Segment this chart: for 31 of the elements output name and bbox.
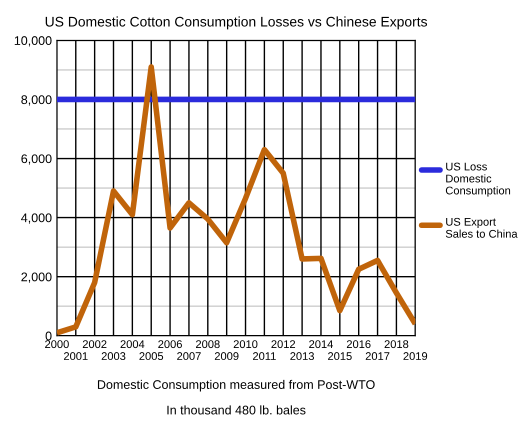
x-tick-label: 2006 xyxy=(158,340,182,348)
x-tick-label: 2017 xyxy=(366,352,390,360)
x-tick-label: 2019 xyxy=(403,352,428,360)
x-tick-label: 2015 xyxy=(328,352,352,360)
x-tick-label: 2007 xyxy=(177,352,201,360)
x-tick-label: 2003 xyxy=(102,352,126,360)
x-tick-label: 2005 xyxy=(139,352,164,360)
y-tick-label: 8,000 xyxy=(21,95,52,106)
legend-label: US Export Sales to China xyxy=(446,218,518,238)
x-tick-label: 2004 xyxy=(120,340,144,348)
legend-label: US Loss Domestic Consumption xyxy=(446,162,510,197)
chart-title: US Domestic Cotton Consumption Losses vs Chinese Exports xyxy=(46,16,428,30)
x-tick-label: 2008 xyxy=(196,340,220,348)
y-tick-label: 4,000 xyxy=(21,213,52,224)
x-tick-label: 2009 xyxy=(214,352,238,360)
x-tick-label: 2016 xyxy=(346,340,371,348)
y-tick-label: 2,000 xyxy=(21,272,52,283)
text: In thousand 480 lb. bales xyxy=(167,405,306,414)
x-tick-label: 2002 xyxy=(82,340,106,348)
x-tick-label: 2012 xyxy=(271,340,296,348)
y-tick-label: 10,000 xyxy=(14,36,52,47)
text: Domestic Consumption measured from Post-WTO xyxy=(98,380,375,392)
x-tick-label: 2001 xyxy=(64,352,88,360)
y-tick-label: 6,000 xyxy=(21,154,52,165)
x-tick-label: 2010 xyxy=(234,340,258,348)
y-tick-label: 0 xyxy=(46,332,52,340)
x-tick-label: 2011 xyxy=(253,352,276,360)
x-tick-label: 2018 xyxy=(384,340,408,348)
x-tick-label: 2014 xyxy=(309,340,334,348)
x-tick-label: 2013 xyxy=(290,352,314,360)
x-tick-label: 2000 xyxy=(45,340,69,348)
